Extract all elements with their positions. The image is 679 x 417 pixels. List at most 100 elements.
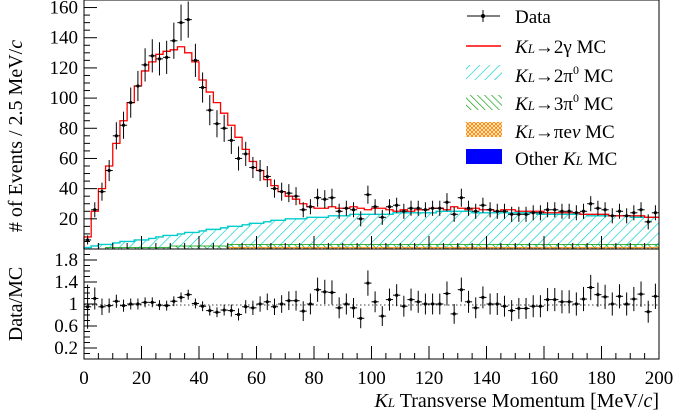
ratio-point <box>285 291 293 311</box>
data-point <box>184 1 192 38</box>
data-point <box>98 182 106 201</box>
ratio-point <box>400 295 408 317</box>
data-point <box>579 203 588 219</box>
ratio-point <box>163 300 171 311</box>
ratio-point <box>414 290 422 313</box>
ratio-point <box>436 293 444 315</box>
data-point <box>429 200 437 216</box>
ratio-point <box>544 288 552 312</box>
ratio-point <box>119 299 128 312</box>
data-point <box>544 202 552 218</box>
data-point <box>651 205 659 221</box>
ratio-point <box>443 281 451 306</box>
x-tick-label: 200 <box>645 368 674 389</box>
data-point <box>436 200 444 216</box>
y-tick-label: 100 <box>50 88 79 109</box>
data-point <box>314 188 322 207</box>
legend: Data KL→2γ MC KL→2π0 MC KL→3π0 MC KL→πeν… <box>466 7 617 170</box>
data-point <box>335 203 343 219</box>
x-tick-label: 160 <box>530 368 559 389</box>
ratio-point <box>364 270 372 296</box>
data-point <box>213 110 221 138</box>
ratio-point <box>155 300 164 311</box>
bottom-panel: 0.20.611.41.8 0 20 40 60 80 100 120 140 160 180 20… <box>5 236 673 412</box>
ratio-point <box>127 298 135 310</box>
legend-label-data: Data <box>515 7 551 28</box>
top-y-axis-label: # of Events / 2.5 MeV/c <box>5 40 27 232</box>
ratio-point <box>234 308 243 321</box>
ratio-point <box>472 297 480 319</box>
ratio-point <box>594 282 602 307</box>
data-point <box>486 202 494 218</box>
y-tick-label: 160 <box>50 0 79 19</box>
ratio-point <box>572 292 580 316</box>
data-point <box>263 166 271 188</box>
data-point <box>558 203 566 219</box>
ratio-point <box>637 281 645 307</box>
data-point <box>321 190 329 209</box>
hist-2pi0-fill <box>84 211 659 249</box>
data-point <box>630 205 638 221</box>
data-point <box>270 179 279 198</box>
data-point <box>155 42 164 76</box>
ratio-point <box>335 297 343 319</box>
data-point <box>594 200 602 216</box>
data-point <box>141 48 149 82</box>
ratio-point <box>314 277 322 302</box>
data-point <box>385 199 394 215</box>
ratio-point <box>429 293 437 315</box>
ratio-point <box>536 295 544 318</box>
ratio-point <box>299 301 307 322</box>
ratio-point <box>177 292 185 303</box>
data-point <box>91 202 99 218</box>
data-point <box>220 114 228 142</box>
x-tick-label: 180 <box>587 368 616 389</box>
x-tick-label: 120 <box>415 368 444 389</box>
data-point <box>637 202 645 218</box>
x-tick-label: 0 <box>79 368 89 389</box>
ratio-point <box>385 288 394 311</box>
ratio-point <box>263 293 271 311</box>
data-point <box>112 122 120 150</box>
data-point <box>500 203 509 219</box>
x-tick-label: 100 <box>357 368 386 389</box>
ratio-point <box>342 293 350 315</box>
ratio-point <box>213 307 221 318</box>
data-point <box>464 200 473 216</box>
data-point <box>601 202 609 218</box>
bottom-y-axis-label: Data/MC <box>5 267 27 341</box>
data-point <box>644 214 652 230</box>
ratio-point <box>651 283 659 309</box>
data-point <box>414 200 422 216</box>
ratio-point <box>321 279 329 304</box>
data-point <box>450 206 458 222</box>
y-tick-label: 80 <box>59 118 78 139</box>
ratio-point <box>608 292 616 316</box>
data-point <box>105 159 113 182</box>
ratio-point <box>551 288 559 312</box>
legend-label-2pi0: KL→2π0 MC <box>514 63 613 87</box>
data-point <box>615 203 624 219</box>
y-tick-label: 120 <box>50 58 79 79</box>
ratio-points <box>84 270 659 329</box>
ratio-point <box>558 290 566 314</box>
data-point <box>299 202 307 218</box>
ratio-point <box>170 296 178 307</box>
ratio-point <box>630 286 638 312</box>
ratio-point <box>486 293 494 315</box>
data-point <box>515 206 523 222</box>
data-point <box>493 203 501 219</box>
data-points <box>84 1 659 245</box>
legend-entry-3pi0: KL→3π0 MC <box>466 91 613 115</box>
data-point <box>378 209 386 225</box>
ratio-point <box>522 297 530 319</box>
data-point <box>472 203 480 219</box>
data-point <box>292 187 300 206</box>
ratio-point <box>84 284 92 329</box>
ratio-point <box>515 297 523 319</box>
ratio-point <box>98 298 106 315</box>
data-point <box>234 146 243 171</box>
ratio-point <box>579 286 588 312</box>
data-point <box>170 22 178 59</box>
